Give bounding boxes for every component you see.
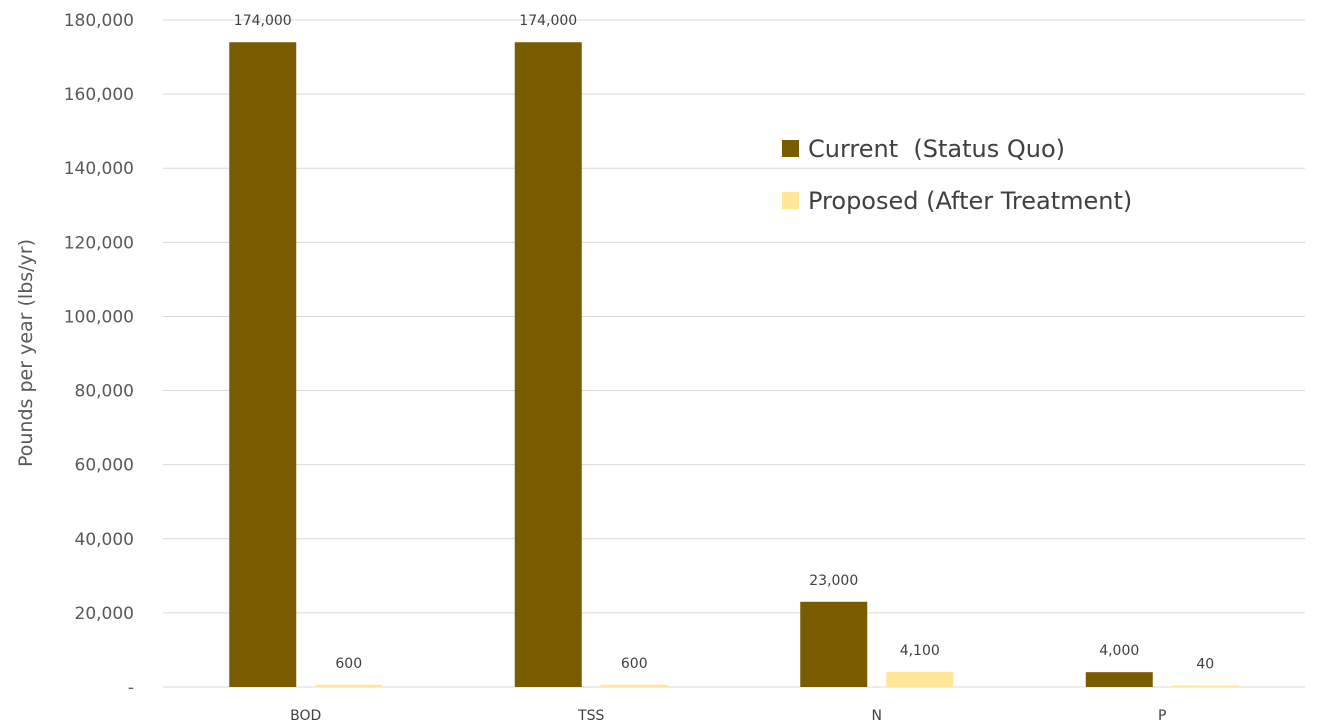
x-axis-category-labels: BOD TSS N P bbox=[290, 708, 1166, 724]
legend-swatch bbox=[782, 192, 799, 209]
bar-tss-proposed bbox=[600, 684, 668, 687]
x-category-label: N bbox=[872, 708, 882, 724]
data-label: 4,100 bbox=[900, 643, 940, 659]
y-tick-label: 120,000 bbox=[64, 233, 134, 253]
bar-bod-proposed bbox=[315, 684, 383, 687]
x-category-label: BOD bbox=[290, 708, 321, 724]
x-category-label: TSS bbox=[577, 708, 604, 724]
bar-bod-current bbox=[229, 42, 297, 687]
data-labels: 174,000 600 174,000 600 23,000 4,100 4,000 40 bbox=[234, 13, 1214, 672]
bar-n-current bbox=[800, 601, 868, 687]
legend-swatch bbox=[782, 140, 799, 157]
y-tick-label: 40,000 bbox=[75, 530, 134, 550]
bar-n-proposed bbox=[886, 671, 954, 687]
y-axis-title: Pounds per year (lbs/yr) bbox=[15, 239, 37, 467]
gridlines bbox=[163, 19, 1305, 688]
y-tick-label: 60,000 bbox=[75, 456, 134, 476]
x-category-label: P bbox=[1158, 708, 1166, 724]
data-label: 174,000 bbox=[519, 13, 577, 29]
data-label: 23,000 bbox=[809, 573, 858, 589]
bar-p-proposed bbox=[1171, 685, 1239, 687]
y-tick-label: 180,000 bbox=[64, 11, 134, 31]
legend-label: Current (Status Quo) bbox=[808, 135, 1065, 163]
bars bbox=[229, 42, 1239, 687]
data-label: 600 bbox=[621, 656, 648, 672]
legend-label: Proposed (After Treatment) bbox=[808, 187, 1132, 215]
data-label: 4,000 bbox=[1099, 643, 1139, 659]
bar-tss-current bbox=[514, 42, 582, 687]
bar-p-current bbox=[1085, 672, 1153, 687]
data-label: 174,000 bbox=[234, 13, 292, 29]
y-tick-label: 160,000 bbox=[64, 85, 134, 105]
y-tick-label: 140,000 bbox=[64, 159, 134, 179]
data-label: 600 bbox=[335, 656, 362, 672]
y-axis-tick-labels: - 20,000 40,000 60,000 80,000 100,000 120,000 1… bbox=[64, 11, 134, 698]
y-tick-label: 20,000 bbox=[75, 604, 134, 624]
data-label: 40 bbox=[1196, 657, 1214, 673]
y-tick-label: 80,000 bbox=[75, 382, 134, 402]
y-tick-label: 100,000 bbox=[64, 307, 134, 327]
y-tick-label: - bbox=[128, 678, 134, 698]
legend: Current (Status Quo) Proposed (After Trea… bbox=[782, 135, 1132, 215]
